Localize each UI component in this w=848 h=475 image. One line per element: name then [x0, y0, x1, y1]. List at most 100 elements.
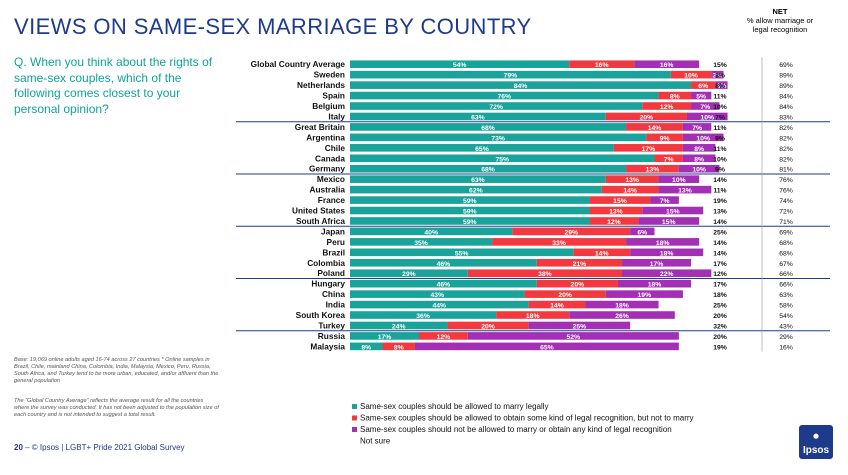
- bar-other: [589, 217, 639, 225]
- data-label-none: 18%: [656, 240, 670, 247]
- net-value: 72%: [779, 209, 793, 216]
- data-label-notsure: 15%: [713, 62, 727, 69]
- bar-none: [691, 91, 712, 100]
- data-label-notsure: 14%: [713, 219, 727, 226]
- data-label-notsure: 7%: [715, 114, 725, 121]
- data-label-other: 9%: [660, 135, 670, 142]
- data-label-notsure: 14%: [713, 177, 727, 184]
- net-value: 68%: [779, 240, 793, 247]
- data-label-other: 14%: [648, 125, 662, 132]
- data-label-notsure: 20%: [713, 334, 727, 341]
- data-label-none: 17%: [650, 261, 664, 268]
- net-header-title: NET: [772, 7, 788, 16]
- data-label-legal: 59%: [463, 209, 477, 216]
- bar-none: [682, 133, 724, 142]
- bar-other: [589, 206, 643, 215]
- country-label: Spain: [322, 91, 345, 101]
- data-label-none: 5%: [696, 94, 706, 101]
- bar-legal: [350, 206, 590, 215]
- bar-none: [678, 164, 720, 173]
- bar-legal: [350, 133, 647, 142]
- bar-legal: [350, 144, 614, 152]
- data-label-none: 3%: [717, 83, 727, 90]
- data-label-notsure: 14%: [713, 250, 727, 257]
- country-label: Russia: [318, 331, 346, 341]
- country-label: Global Country Average: [251, 59, 346, 69]
- global-average-note: The "Global Country Average" reflects th…: [14, 398, 219, 418]
- data-label-notsure: 14%: [713, 240, 727, 247]
- data-label-legal: 46%: [437, 282, 451, 289]
- bar-legal: [350, 154, 655, 163]
- bar-legal: [350, 248, 574, 257]
- bar-none: [634, 60, 700, 69]
- bar-legal: [350, 112, 606, 121]
- data-label-none: 7%: [692, 125, 702, 132]
- data-label-none: 8%: [694, 146, 704, 153]
- bar-other: [492, 238, 627, 246]
- data-label-other: 29%: [564, 229, 578, 236]
- data-label-notsure: 19%: [713, 344, 727, 351]
- data-label-other: 12%: [660, 104, 674, 111]
- net-value: 43%: [779, 323, 793, 330]
- data-label-legal: 59%: [463, 198, 477, 205]
- net-value: 89%: [779, 73, 793, 80]
- country-label: Hungary: [311, 279, 345, 289]
- bar-legal: [350, 342, 383, 351]
- bar-legal: [350, 70, 671, 79]
- data-label-notsure: 13%: [713, 209, 727, 216]
- data-label-none: 26%: [615, 313, 629, 320]
- net-value: 83%: [779, 114, 793, 121]
- country-label: Malaysia: [310, 341, 345, 351]
- legend-label-notsure: Not sure: [360, 437, 391, 446]
- bar-other: [605, 112, 687, 121]
- country-label: Germany: [309, 164, 345, 174]
- country-label: Colombia: [307, 258, 345, 268]
- data-label-other: 16%: [595, 62, 609, 69]
- bar-none: [642, 206, 704, 215]
- net-value: 76%: [779, 188, 793, 195]
- net-value: 54%: [779, 313, 793, 320]
- bar-none: [682, 144, 716, 152]
- bar-none: [569, 311, 675, 319]
- country-label: Great Britain: [295, 122, 345, 132]
- data-label-none: 52%: [566, 334, 580, 341]
- net-value: 68%: [779, 250, 793, 257]
- bar-none: [682, 123, 712, 131]
- bar-none: [467, 332, 679, 340]
- data-label-legal: 68%: [481, 125, 495, 132]
- data-label-other: 14%: [550, 303, 564, 310]
- country-label: South Africa: [296, 216, 345, 226]
- country-label: Netherlands: [297, 80, 345, 90]
- bar-legal: [350, 332, 420, 340]
- data-label-none: 10%: [672, 177, 686, 184]
- net-value: 69%: [779, 229, 793, 236]
- data-label-legal: 59%: [463, 219, 477, 226]
- bar-other: [658, 91, 692, 100]
- survey-question: Q. When you think about the rights of sa…: [14, 55, 213, 116]
- bar-none: [682, 154, 716, 163]
- data-label-notsure: 11%: [713, 146, 726, 153]
- net-value: 29%: [779, 334, 793, 341]
- logo-text: Ipsos: [802, 445, 830, 456]
- data-label-none: 18%: [615, 303, 629, 310]
- bar-other: [670, 70, 712, 79]
- data-label-none: 18%: [660, 250, 674, 257]
- country-label: Belgium: [312, 101, 345, 111]
- data-label-none: 3%: [713, 73, 723, 80]
- net-value: 81%: [779, 167, 793, 174]
- bar-legal: [350, 164, 627, 173]
- data-label-other: 7%: [664, 156, 674, 163]
- bar-none: [711, 70, 724, 79]
- country-label: United States: [292, 206, 345, 216]
- page-title: VIEWS ON SAME-SEX MARRIAGE BY COUNTRY: [14, 14, 532, 39]
- bar-other: [528, 300, 586, 309]
- data-label-legal: 24%: [392, 323, 406, 330]
- net-header: NET % allow marriage or legal recognitio…: [740, 7, 820, 34]
- data-label-legal: 63%: [471, 114, 485, 121]
- bar-none: [626, 238, 700, 246]
- bar-none: [630, 227, 655, 236]
- country-label: Turkey: [318, 320, 345, 330]
- data-label-none: 19%: [638, 292, 652, 299]
- data-label-other: 14%: [623, 188, 637, 195]
- data-label-legal: 72%: [489, 104, 503, 111]
